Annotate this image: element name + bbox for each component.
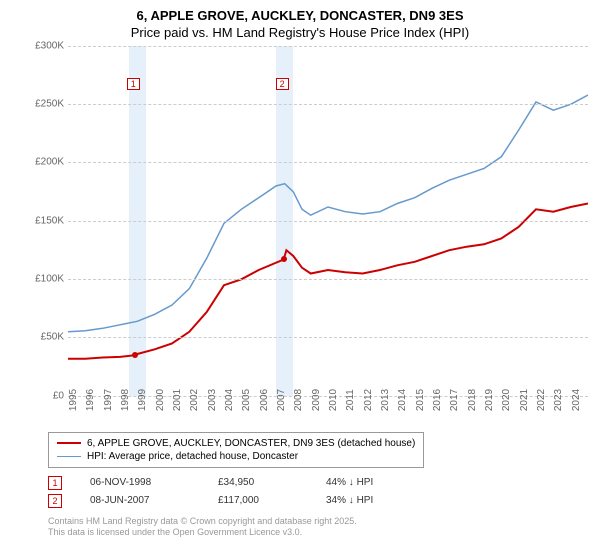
x-axis: 1995199619971998199920002001200220032004… — [68, 396, 588, 426]
x-tick-label: 1996 — [85, 389, 96, 411]
x-tick-label: 2020 — [501, 389, 512, 411]
x-tick-label: 2021 — [519, 389, 530, 411]
x-tick-label: 2016 — [432, 389, 443, 411]
y-tick-label: £300K — [35, 40, 64, 51]
y-tick-label: £200K — [35, 157, 64, 168]
x-tick-label: 2015 — [415, 389, 426, 411]
x-tick-label: 2004 — [224, 389, 235, 411]
y-tick-label: £100K — [35, 274, 64, 285]
legend: 6, APPLE GROVE, AUCKLEY, DONCASTER, DN9 … — [48, 432, 424, 468]
transaction-delta: 44% ↓ HPI — [326, 477, 373, 488]
transaction-price: £117,000 — [218, 495, 298, 506]
x-tick-label: 2001 — [172, 389, 183, 411]
legend-item: 6, APPLE GROVE, AUCKLEY, DONCASTER, DN9 … — [57, 437, 415, 450]
transaction-delta: 34% ↓ HPI — [326, 495, 373, 506]
x-tick-label: 2014 — [397, 389, 408, 411]
transaction-id-box: 2 — [48, 494, 62, 508]
x-tick-label: 2022 — [536, 389, 547, 411]
legend-item: HPI: Average price, detached house, Donc… — [57, 450, 415, 463]
legend-swatch — [57, 442, 81, 444]
series-hpi — [68, 95, 588, 332]
series-price_paid — [68, 203, 588, 358]
marker-label: 1 — [127, 78, 140, 90]
footer-line2: This data is licensed under the Open Gov… — [48, 527, 592, 539]
title-line1: 6, APPLE GROVE, AUCKLEY, DONCASTER, DN9 … — [8, 8, 592, 25]
marker-dot — [132, 352, 138, 358]
transaction-date: 08-JUN-2007 — [90, 495, 190, 506]
x-tick-label: 2006 — [259, 389, 270, 411]
x-tick-label: 2008 — [293, 389, 304, 411]
footer: Contains HM Land Registry data © Crown c… — [48, 516, 592, 539]
legend-label: HPI: Average price, detached house, Donc… — [87, 451, 298, 462]
x-tick-label: 2007 — [276, 389, 287, 411]
title-line2: Price paid vs. HM Land Registry's House … — [8, 25, 592, 42]
x-tick-label: 2002 — [189, 389, 200, 411]
gridline — [68, 46, 588, 47]
y-tick-label: £250K — [35, 99, 64, 110]
x-tick-label: 2011 — [345, 389, 356, 411]
plot-region: 12 — [68, 46, 588, 396]
x-tick-label: 2000 — [155, 389, 166, 411]
x-tick-label: 2018 — [467, 389, 478, 411]
gridline — [68, 104, 588, 105]
x-tick-label: 1997 — [103, 389, 114, 411]
gridline — [68, 337, 588, 338]
x-tick-label: 2009 — [311, 389, 322, 411]
gridline — [68, 162, 588, 163]
x-tick-label: 2012 — [363, 389, 374, 411]
y-tick-label: £0 — [53, 390, 64, 401]
marker-label: 2 — [276, 78, 289, 90]
x-tick-label: 1998 — [120, 389, 131, 411]
x-tick-label: 2019 — [484, 389, 495, 411]
x-tick-label: 1995 — [68, 389, 79, 411]
x-tick-label: 1999 — [137, 389, 148, 411]
x-tick-label: 2024 — [571, 389, 582, 411]
transaction-id-box: 1 — [48, 476, 62, 490]
transaction-table: 1 06-NOV-1998 £34,950 44% ↓ HPI 2 08-JUN-2007… — [48, 474, 592, 510]
marker-dot — [281, 256, 287, 262]
y-axis: £0£50K£100K£150K£200K£250K£300K — [28, 46, 68, 396]
chart-title: 6, APPLE GROVE, AUCKLEY, DONCASTER, DN9 … — [8, 8, 592, 42]
gridline — [68, 221, 588, 222]
transaction-date: 06-NOV-1998 — [90, 477, 190, 488]
x-tick-label: 2023 — [553, 389, 564, 411]
legend-swatch — [57, 456, 81, 457]
x-tick-label: 2003 — [207, 389, 218, 411]
chart-area: £0£50K£100K£150K£200K£250K£300K 12 19951… — [28, 46, 588, 426]
x-tick-label: 2013 — [380, 389, 391, 411]
y-tick-label: £50K — [41, 332, 64, 343]
footer-line1: Contains HM Land Registry data © Crown c… — [48, 516, 592, 528]
transaction-row: 2 08-JUN-2007 £117,000 34% ↓ HPI — [48, 492, 592, 510]
x-tick-label: 2017 — [449, 389, 460, 411]
y-tick-label: £150K — [35, 215, 64, 226]
x-tick-label: 2010 — [328, 389, 339, 411]
gridline — [68, 279, 588, 280]
transaction-row: 1 06-NOV-1998 £34,950 44% ↓ HPI — [48, 474, 592, 492]
transaction-price: £34,950 — [218, 477, 298, 488]
x-tick-label: 2005 — [241, 389, 252, 411]
legend-label: 6, APPLE GROVE, AUCKLEY, DONCASTER, DN9 … — [87, 438, 415, 449]
